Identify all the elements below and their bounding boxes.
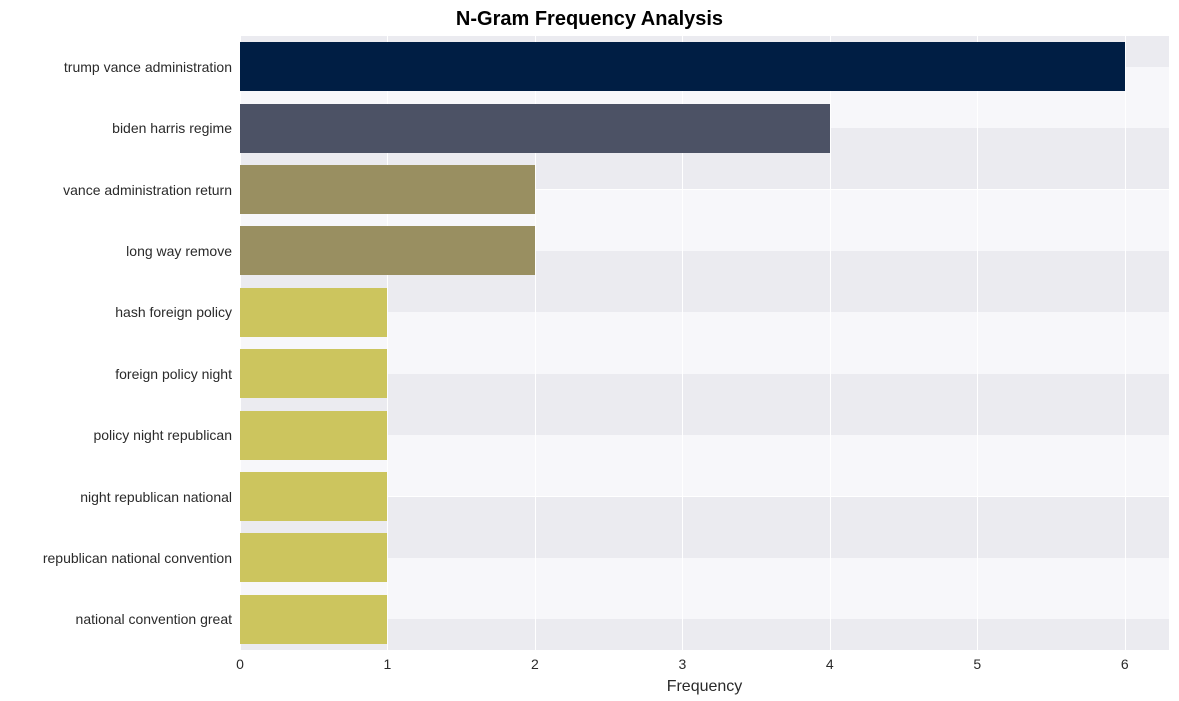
chart-container: N-Gram Frequency Analysis trump vance ad…	[0, 0, 1179, 701]
y-tick-label: night republican national	[80, 489, 240, 505]
y-tick-label: biden harris regime	[112, 120, 240, 136]
x-axis-label: Frequency	[667, 678, 743, 696]
bar	[240, 226, 535, 275]
grid-line	[977, 36, 978, 650]
bar	[240, 472, 387, 521]
y-tick-label: trump vance administration	[64, 59, 240, 75]
x-tick-label: 1	[384, 650, 392, 672]
bar	[240, 349, 387, 398]
y-tick-label: hash foreign policy	[115, 304, 240, 320]
x-tick-label: 4	[826, 650, 834, 672]
x-tick-label: 0	[236, 650, 244, 672]
x-tick-label: 5	[973, 650, 981, 672]
grid-line	[830, 36, 831, 650]
bar	[240, 42, 1125, 91]
plot-area: trump vance administrationbiden harris r…	[240, 36, 1169, 650]
x-tick-label: 2	[531, 650, 539, 672]
x-tick-label: 3	[678, 650, 686, 672]
y-tick-label: vance administration return	[63, 182, 240, 198]
y-tick-label: national convention great	[76, 611, 240, 627]
bar	[240, 533, 387, 582]
y-tick-label: long way remove	[126, 243, 240, 259]
x-tick-label: 6	[1121, 650, 1129, 672]
bar	[240, 165, 535, 214]
grid-line	[1125, 36, 1126, 650]
y-tick-label: foreign policy night	[115, 366, 240, 382]
chart-title: N-Gram Frequency Analysis	[0, 8, 1179, 31]
bar	[240, 411, 387, 460]
bar	[240, 104, 830, 153]
y-tick-label: policy night republican	[93, 427, 240, 443]
bar	[240, 288, 387, 337]
bar	[240, 595, 387, 644]
y-tick-label: republican national convention	[43, 550, 240, 566]
